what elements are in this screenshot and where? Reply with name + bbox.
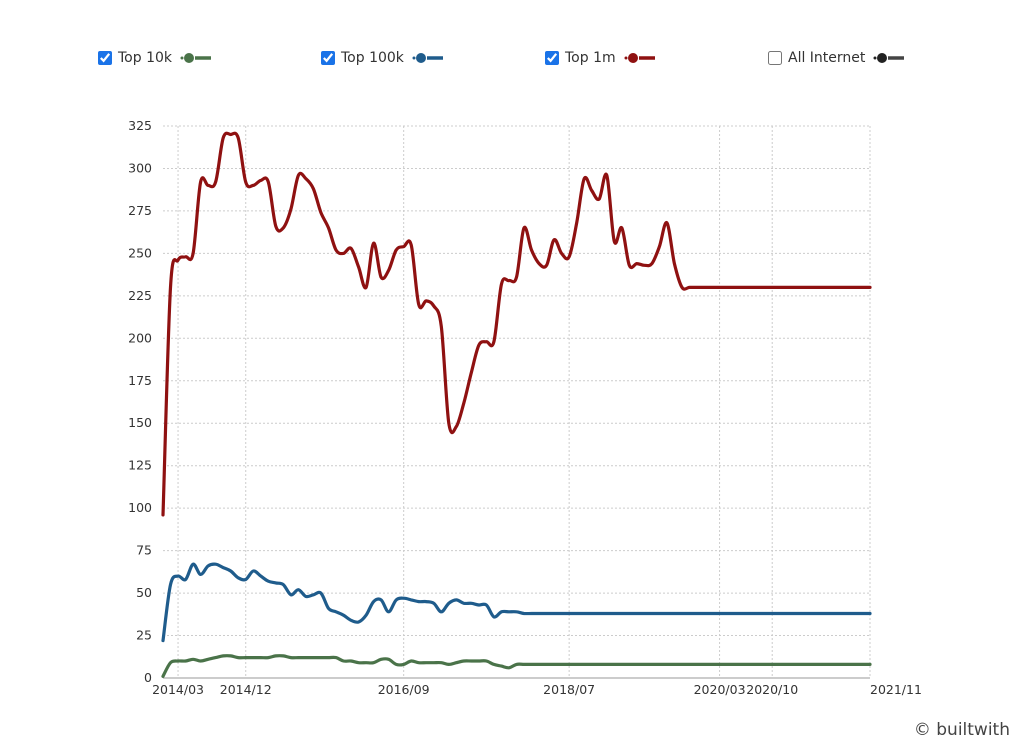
legend-checkbox-top-1m[interactable]: [545, 51, 559, 65]
builtwith-watermark: © builtwith: [913, 720, 1010, 740]
legend-item-top-10k[interactable]: Top 10k: [98, 48, 212, 68]
x-tick-label: 2020/03: [694, 682, 746, 697]
series-lines: [161, 131, 872, 678]
y-tick-label: 200: [128, 330, 152, 345]
legend-label-top-10k: Top 10k: [118, 50, 172, 66]
y-tick-label: 100: [128, 500, 152, 515]
legend-swatch-icon: [624, 53, 655, 63]
y-tick-label: 300: [128, 160, 152, 175]
series-line-top-1m: [161, 131, 872, 517]
series-line-top-100k: [161, 562, 872, 643]
x-tick-label: 2014/03: [152, 682, 204, 697]
legend-checkbox-all-internet[interactable]: [768, 51, 782, 65]
legend-item-top-100k[interactable]: Top 100k: [321, 48, 444, 68]
y-tick-label: 125: [128, 458, 152, 473]
y-tick-label: 25: [136, 628, 152, 643]
grid: [163, 125, 871, 679]
y-tick-label: 50: [136, 585, 152, 600]
y-tick-label: 325: [128, 118, 152, 133]
x-tick-label: 2014/12: [220, 682, 272, 697]
x-tick-label: 2021/11: [870, 682, 922, 697]
y-tick-label: 250: [128, 245, 152, 260]
legend-checkbox-top-100k[interactable]: [321, 51, 335, 65]
axis-ticks: 0 25 50 75 100 125 150 175 200 225 250 275 300 325 201…: [128, 118, 922, 697]
series-line-top-10k: [161, 654, 872, 678]
legend-swatch-icon: [412, 53, 443, 63]
legend-label-top-1m: Top 1m: [565, 50, 616, 66]
legend-item-top-1m[interactable]: Top 1m: [545, 48, 656, 68]
y-tick-label: 175: [128, 373, 152, 388]
y-tick-label: 275: [128, 203, 152, 218]
x-tick-label: 2020/10: [746, 682, 798, 697]
legend-swatch-icon: [180, 53, 211, 63]
y-tick-label: 225: [128, 288, 152, 303]
legend-label-top-100k: Top 100k: [341, 50, 404, 66]
y-tick-label: 75: [136, 543, 152, 558]
y-tick-label: 150: [128, 415, 152, 430]
legend-swatch-icon: [873, 53, 905, 63]
legend-checkbox-top-10k[interactable]: [98, 51, 112, 65]
y-tick-label: 0: [144, 670, 152, 685]
x-tick-label: 2016/09: [378, 682, 430, 697]
x-tick-label: 2018/07: [543, 682, 595, 697]
legend-label-all-internet: All Internet: [788, 50, 866, 66]
legend-item-all-internet[interactable]: All Internet: [768, 48, 905, 68]
